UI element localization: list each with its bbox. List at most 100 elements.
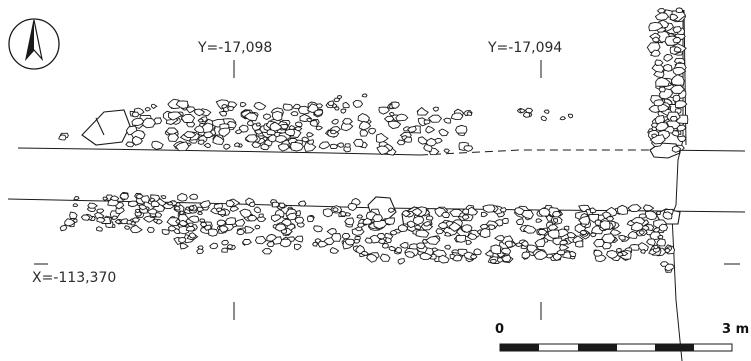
stone [185,225,196,232]
stone [627,230,638,239]
stone [672,36,682,44]
stone [448,221,462,232]
stone [359,129,369,137]
stone [455,234,466,243]
scale-bar-segment [500,344,539,351]
stone [341,118,353,125]
stone [552,218,559,223]
scale-bar: 0 3 m [495,322,749,352]
stone [317,240,329,248]
stone [215,207,223,213]
stone [125,141,135,148]
stone [366,253,378,263]
stone [229,206,240,212]
stone [419,252,433,261]
stone [616,248,622,253]
stone [96,216,106,223]
stone [388,207,396,214]
stone [394,246,403,254]
stone [253,206,261,214]
stone [111,215,119,220]
stone [382,242,389,249]
stone [297,105,310,115]
stone [196,206,205,212]
stone [371,214,384,223]
stone [327,100,335,106]
stone [671,145,682,153]
stone [246,215,258,222]
stone [87,202,98,209]
stone [306,139,315,145]
stone [676,124,687,132]
stone [450,112,464,121]
stone [658,86,666,93]
stone [233,142,240,147]
stone [254,224,261,230]
stone [131,117,145,126]
stone [664,263,676,272]
stone [672,94,681,103]
stone [384,217,395,225]
stone [193,125,205,134]
stone [504,240,513,248]
trench-edges [7,9,746,361]
stone [416,242,426,249]
stone [177,193,188,202]
stone [578,215,590,225]
stone [207,228,219,237]
stone [115,207,125,215]
stone [221,104,228,109]
stone [650,122,658,128]
stone [243,112,258,122]
stone [334,106,340,111]
stone [161,229,170,235]
stone [432,106,439,112]
stone [669,13,679,21]
stone [648,21,664,32]
stone [160,195,167,200]
stone [437,221,449,230]
stone [185,106,196,114]
stone [521,251,531,259]
stone [175,141,190,152]
grid-label-x-left: X=-113,370 [32,270,116,286]
grid-label-y-right: Y=-17,094 [487,40,562,56]
stone [187,222,194,228]
stone [336,142,344,148]
stone [443,148,450,153]
stone [337,95,343,100]
stone [388,245,396,252]
stone [655,210,661,215]
stone [551,210,562,218]
stone [261,248,273,255]
stone [182,131,197,139]
stone [524,107,534,114]
stone [306,131,315,138]
stone [663,53,674,62]
stone [253,101,267,111]
stone [69,211,78,219]
stone [223,143,231,150]
stone [290,111,299,117]
stone [642,204,655,212]
stone [347,203,358,212]
stone [234,129,243,135]
stone [469,254,478,260]
stone [373,220,388,230]
stone [662,64,673,72]
stone [218,127,231,138]
stone [653,244,659,250]
stone [340,108,347,114]
stone [331,118,339,125]
stone [650,49,661,57]
stone [618,234,626,241]
stone [397,224,409,233]
stone [671,130,680,137]
stone [239,208,252,218]
stone [301,136,310,143]
stone [534,237,546,248]
stone [197,245,204,251]
stone [425,137,437,147]
stone [197,139,205,145]
upper-section-line-dashed [419,149,655,156]
